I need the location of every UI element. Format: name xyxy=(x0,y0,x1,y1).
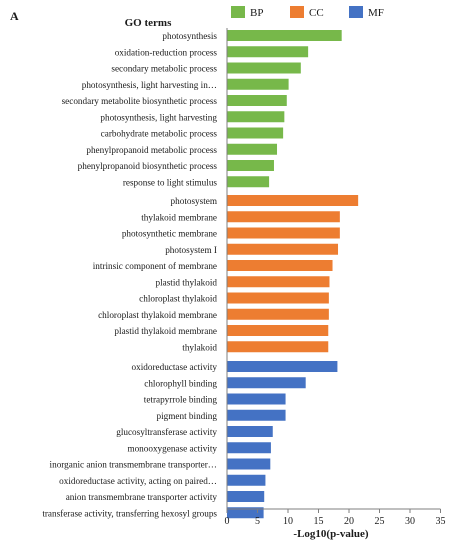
bar-bp-10 xyxy=(227,176,270,188)
category-label: thylakoid xyxy=(182,342,217,352)
panel-label: A xyxy=(10,9,19,23)
bar-bp-6 xyxy=(227,111,285,123)
x-tick-label: 20 xyxy=(344,516,354,527)
legend-label-bp: BP xyxy=(250,7,263,19)
category-label: transferase activity, transferring hexos… xyxy=(42,508,217,518)
bar-cc-10 xyxy=(227,341,329,353)
x-axis: 0 5 10 15 20 25 30 35 xyxy=(225,28,446,527)
category-label: plastid thylakoid membrane xyxy=(114,326,217,336)
bar-bp-4 xyxy=(227,78,289,90)
category-label: photosynthesis, light harvesting in… xyxy=(82,80,217,90)
bar-bp-8 xyxy=(227,143,278,155)
category-label: secondary metabolite biosynthetic proces… xyxy=(62,96,218,106)
category-label: photosystem I xyxy=(165,245,217,255)
bar-mf-3 xyxy=(227,393,286,405)
category-label: carbohydrate metabolic process xyxy=(101,129,218,139)
bar-cc-4 xyxy=(227,243,339,255)
legend-swatch-mf xyxy=(349,6,363,18)
bar-bp-1 xyxy=(227,30,342,41)
category-label: chloroplast thylakoid membrane xyxy=(98,310,217,320)
category-label: photosynthesis, light harvesting xyxy=(100,112,217,122)
x-tick-label: 5 xyxy=(255,516,260,527)
bar-bp-9 xyxy=(227,160,274,171)
category-label: photosynthetic membrane xyxy=(122,229,217,239)
bar-mf-4 xyxy=(227,409,286,421)
bar-bp-3 xyxy=(227,62,301,74)
bar-mf-9 xyxy=(227,491,265,502)
category-label: photosystem xyxy=(171,196,217,206)
bar-bp-2 xyxy=(227,46,309,58)
category-label: pigment binding xyxy=(157,411,218,421)
x-tick-label: 0 xyxy=(225,516,230,527)
bar-mf-5 xyxy=(227,426,273,437)
category-label: chlorophyll binding xyxy=(144,378,217,388)
category-label: intrinsic component of membrane xyxy=(93,261,217,271)
category-label: anion transmembrane transporter activity xyxy=(66,492,218,502)
bar-mf-7 xyxy=(227,458,271,470)
x-tick-label: 25 xyxy=(375,516,385,527)
bar-mf-1 xyxy=(227,361,338,372)
legend: BP CC MF xyxy=(231,6,384,19)
x-tick-label: 10 xyxy=(283,516,293,527)
x-tick-label: 15 xyxy=(314,516,324,527)
bar-bp-5 xyxy=(227,95,287,106)
category-label: phenylpropanoid biosynthetic process xyxy=(78,161,218,171)
category-label: oxidation-reduction process xyxy=(115,47,218,57)
bar-bp-7 xyxy=(227,127,284,139)
chart-title: GO terms xyxy=(125,17,172,29)
legend-swatch-bp xyxy=(231,6,245,18)
x-tick-label: 30 xyxy=(405,516,415,527)
bar-cc-3 xyxy=(227,227,340,239)
bar-mf-10 xyxy=(227,507,264,519)
category-label: oxidoreductase activity xyxy=(132,362,218,372)
bar-mf-6 xyxy=(227,442,271,454)
category-label: tetrapyrrole binding xyxy=(144,395,218,405)
bar-cc-7 xyxy=(227,292,329,304)
bar-cc-6 xyxy=(227,276,330,288)
category-label: monooxygenase activity xyxy=(127,443,217,453)
bar-cc-1 xyxy=(227,195,359,206)
x-tick-label: 35 xyxy=(436,516,446,527)
category-label: photosynthesis xyxy=(162,31,217,41)
legend-label-mf: MF xyxy=(368,7,384,19)
bar-cc-8 xyxy=(227,308,329,320)
category-label: thylakoid membrane xyxy=(141,212,217,222)
legend-label-cc: CC xyxy=(309,7,324,19)
bar-mf-2 xyxy=(227,377,306,389)
x-axis-title: -Log10(p-value) xyxy=(293,528,369,540)
category-label: glucosyltransferase activity xyxy=(116,427,217,437)
category-label: chloroplast thylakoid xyxy=(139,294,217,304)
bar-cc-2 xyxy=(227,211,340,223)
bar-cc-5 xyxy=(227,260,333,271)
category-label: plastid thylakoid xyxy=(156,277,218,287)
bars-group xyxy=(227,30,359,519)
category-label: oxidoreductase activity, acting on paire… xyxy=(59,476,217,486)
category-labels: photosynthesis oxidation-reduction proces… xyxy=(42,31,217,518)
category-label: inorganic anion transmembrane transporte… xyxy=(50,460,217,470)
bar-mf-8 xyxy=(227,474,266,486)
category-label: secondary metabolic process xyxy=(111,64,217,74)
category-label: response to light stimulus xyxy=(123,177,218,187)
category-label: phenylpropanoid metabolic process xyxy=(86,145,217,155)
legend-swatch-cc xyxy=(290,6,304,18)
bar-cc-9 xyxy=(227,325,329,336)
